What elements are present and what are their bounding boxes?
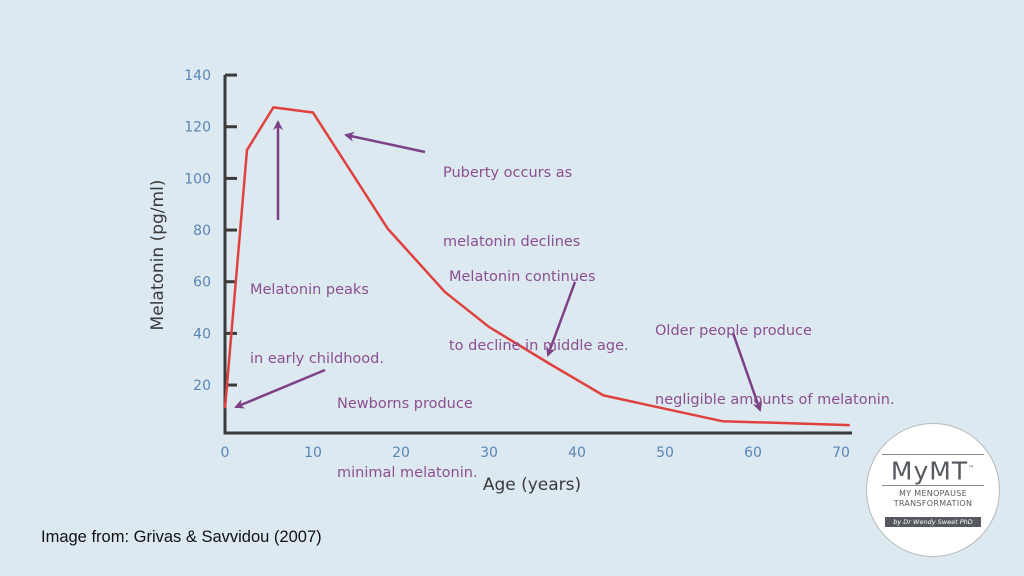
annotation-line: in early childhood. — [250, 351, 384, 367]
y-tick-label: 140 — [184, 68, 211, 84]
annotation-middle-age: Melatonin continues to decline in middle… — [449, 220, 629, 381]
annotation-line: Melatonin peaks — [250, 282, 369, 298]
y-tick-label: 100 — [184, 171, 211, 187]
annotation-older: Older people produce negligible amounts … — [655, 274, 895, 435]
annotation-line: minimal melatonin. — [337, 465, 478, 481]
x-tick-label: 70 — [832, 445, 850, 461]
y-axis-label: Melatonin (pg/ml) — [148, 180, 168, 331]
annotation-arrow-icon — [344, 131, 426, 154]
annotation-peak: Melatonin peaks in early childhood. — [250, 233, 384, 394]
annotation-line: melatonin declines — [443, 234, 581, 250]
y-tick-label: 40 — [193, 326, 211, 342]
x-tick-label: 60 — [744, 445, 762, 461]
annotation-arrow-icon — [546, 281, 577, 357]
annotation-line: negligible amounts of melatonin. — [655, 392, 895, 408]
x-axis-label: Age (years) — [483, 475, 581, 495]
annotation-line: Older people produce — [655, 323, 812, 339]
logo-line1: MY MENOPAUSE — [899, 489, 967, 499]
logo-tm: ™ — [968, 465, 976, 472]
x-tick-label: 20 — [392, 445, 410, 461]
mymt-logo: MyMT™ MY MENOPAUSE TRANSFORMATION by Dr … — [866, 423, 1000, 557]
logo-byline: by Dr Wendy Sweet PhD — [885, 517, 981, 528]
annotation-puberty: Puberty occurs as melatonin declines — [443, 116, 580, 277]
y-tick-label: 120 — [184, 120, 211, 136]
logo-line2: TRANSFORMATION — [893, 499, 973, 509]
x-tick-label: 50 — [656, 445, 674, 461]
x-tick-label: 40 — [568, 445, 586, 461]
annotation-line: to decline in middle age. — [449, 338, 629, 354]
x-tick-label: 30 — [480, 445, 498, 461]
image-caption: Image from: Grivas & Savvidou (2007) — [41, 528, 322, 546]
y-tick-label: 80 — [193, 223, 211, 239]
annotation-arrow-icon — [234, 368, 326, 409]
x-tick-label: 0 — [221, 445, 230, 461]
annotation-line: Newborns produce — [337, 396, 473, 412]
logo-brand: MyMT™ — [882, 454, 984, 487]
annotation-line: Melatonin continues — [449, 269, 596, 285]
annotation-line: Puberty occurs as — [443, 165, 573, 181]
y-tick-label: 60 — [193, 275, 211, 291]
y-tick-label: 20 — [193, 378, 211, 394]
logo-brand-text: MyMT — [890, 456, 969, 486]
annotation-newborns: Newborns produce minimal melatonin. — [337, 347, 478, 508]
x-tick-label: 10 — [304, 445, 322, 461]
annotation-arrow-icon — [731, 332, 763, 412]
